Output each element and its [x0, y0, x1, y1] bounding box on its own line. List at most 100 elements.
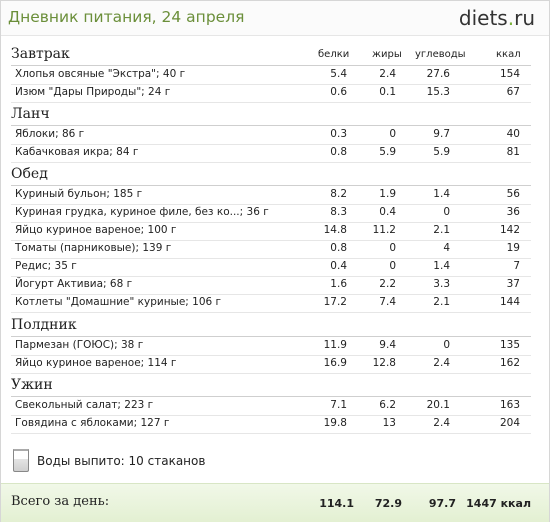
carbs-value: 2.1: [433, 296, 450, 308]
total-label: Всего за день:: [11, 494, 110, 509]
section-title: Ужин: [11, 377, 53, 393]
page-title: Дневник питания, 24 апреля: [8, 8, 245, 26]
food-name: Хлопья овсяные "Экстра"; 40 г: [15, 68, 186, 80]
protein-value: 0.3: [330, 128, 347, 140]
food-row[interactable]: Куриный бульон; 185 г 8.2 1.9 1.4 56: [11, 186, 531, 205]
carbs-value: 2.1: [433, 224, 450, 236]
protein-value: 0.6: [330, 86, 347, 98]
total-protein: 114.1: [319, 497, 354, 510]
fat-value: 9.4: [379, 339, 396, 351]
column-fat: жиры: [372, 49, 402, 60]
food-name: Свекольный салат; 223 г: [15, 399, 154, 411]
food-row[interactable]: Кабачковая икра; 84 г 0.8 5.9 5.9 81: [11, 144, 531, 163]
food-row[interactable]: Редис; 35 г 0.4 0 1.4 7: [11, 258, 531, 277]
logo-name: diets: [458, 6, 508, 30]
food-row[interactable]: Томаты (парниковые); 139 г 0.8 0 4 19: [11, 240, 531, 259]
header: Дневник питания, 24 апреля diets.ru: [1, 1, 549, 35]
food-name: Яйцо куриное вареное; 100 г: [15, 224, 177, 236]
kcal-value: 162: [499, 357, 520, 369]
kcal-value: 81: [506, 146, 520, 158]
fat-value: 5.9: [379, 146, 396, 158]
protein-value: 17.2: [323, 296, 347, 308]
carbs-value: 9.7: [433, 128, 450, 140]
carbs-value: 2.4: [433, 357, 450, 369]
kcal-value: 163: [499, 399, 520, 411]
protein-value: 5.4: [330, 68, 347, 80]
food-row[interactable]: Котлеты "Домашние" куриные; 106 г 17.2 7.4…: [11, 294, 531, 313]
food-row[interactable]: Яблоки; 86 г 0.3 0 9.7 40: [11, 126, 531, 145]
section-title: Завтрак: [11, 46, 70, 62]
food-row[interactable]: Говядина с яблоками; 127 г 19.8 13 2.4 204: [11, 415, 531, 434]
section-title: Ланч: [11, 106, 50, 122]
food-name: Котлеты "Домашние" куриные; 106 г: [15, 296, 222, 308]
column-carbs: углеводы: [415, 49, 466, 60]
fat-value: 2.2: [379, 278, 396, 290]
carbs-value: 4: [443, 242, 450, 254]
section-divider: [11, 185, 531, 186]
food-row[interactable]: Изюм "Дары Природы"; 24 г 0.6 0.1 15.3 67: [11, 84, 531, 103]
daily-total: Всего за день: 114.1 72.9 97.7 1447 ккал: [1, 483, 549, 522]
fat-value: 6.2: [379, 399, 396, 411]
header-divider: [1, 35, 549, 36]
kcal-value: 56: [506, 188, 520, 200]
fat-value: 1.9: [379, 188, 396, 200]
protein-value: 0.4: [330, 260, 347, 272]
food-row[interactable]: Яйцо куриное вареное; 100 г 14.8 11.2 2.1 14…: [11, 222, 531, 241]
kcal-value: 19: [506, 242, 520, 254]
section-divider: [11, 65, 531, 66]
kcal-value: 135: [499, 339, 520, 351]
food-row[interactable]: Яйцо куриное вареное; 114 г 16.9 12.8 2.4 16…: [11, 355, 531, 374]
section-divider: [11, 396, 531, 397]
protein-value: 16.9: [323, 357, 347, 369]
glass-icon: [13, 449, 29, 472]
water-text: Воды выпито: 10 стаканов: [37, 454, 206, 468]
kcal-value: 37: [506, 278, 520, 290]
fat-value: 2.4: [379, 68, 396, 80]
diets-logo[interactable]: diets.ru: [459, 6, 535, 30]
food-name: Куриный бульон; 185 г: [15, 188, 143, 200]
food-name: Яйцо куриное вареное; 114 г: [15, 357, 177, 369]
carbs-value: 2.4: [433, 417, 450, 429]
total-fat: 72.9: [374, 497, 402, 510]
kcal-value: 40: [506, 128, 520, 140]
carbs-value: 1.4: [433, 260, 450, 272]
food-name: Яблоки; 86 г: [15, 128, 85, 140]
column-kcal: ккал: [496, 49, 521, 60]
kcal-value: 144: [499, 296, 520, 308]
protein-value: 8.2: [330, 188, 347, 200]
fat-value: 0.1: [379, 86, 396, 98]
food-name: Пармезан (ГОЮС); 38 г: [15, 339, 144, 351]
column-protein: белки: [318, 49, 350, 60]
fat-value: 12.8: [372, 357, 396, 369]
food-row[interactable]: Хлопья овсяные "Экстра"; 40 г 5.4 2.4 27.6 1…: [11, 66, 531, 85]
total-kcal: 1447 ккал: [466, 497, 531, 510]
food-name: Редис; 35 г: [15, 260, 77, 272]
kcal-value: 7: [513, 260, 520, 272]
kcal-value: 142: [499, 224, 520, 236]
carbs-value: 0: [443, 206, 450, 218]
fat-value: 7.4: [379, 296, 396, 308]
food-name: Йогурт Активиа; 68 г: [15, 278, 133, 290]
kcal-value: 204: [499, 417, 520, 429]
logo-dot: .: [507, 6, 515, 30]
kcal-value: 36: [506, 206, 520, 218]
section-title: Полдник: [11, 317, 77, 333]
carbs-value: 5.9: [433, 146, 450, 158]
food-row[interactable]: Свекольный салат; 223 г 7.1 6.2 20.1 163: [11, 397, 531, 416]
carbs-value: 20.1: [426, 399, 450, 411]
food-row[interactable]: Йогурт Активиа; 68 г 1.6 2.2 3.3 37: [11, 276, 531, 295]
protein-value: 0.8: [330, 146, 347, 158]
food-row[interactable]: Куриная грудка, куриное филе, без ко...;…: [11, 204, 531, 223]
fat-value: 13: [382, 417, 396, 429]
kcal-value: 154: [499, 68, 520, 80]
food-name: Кабачковая икра; 84 г: [15, 146, 139, 158]
protein-value: 0.8: [330, 242, 347, 254]
kcal-value: 67: [506, 86, 520, 98]
logo-tld: ru: [514, 6, 535, 30]
food-row[interactable]: Пармезан (ГОЮС); 38 г 11.9 9.4 0 135: [11, 337, 531, 356]
section-divider: [11, 125, 531, 126]
food-name: Куриная грудка, куриное филе, без ко...;…: [15, 206, 269, 218]
total-carbs: 97.7: [428, 497, 456, 510]
carbs-value: 0: [443, 339, 450, 351]
